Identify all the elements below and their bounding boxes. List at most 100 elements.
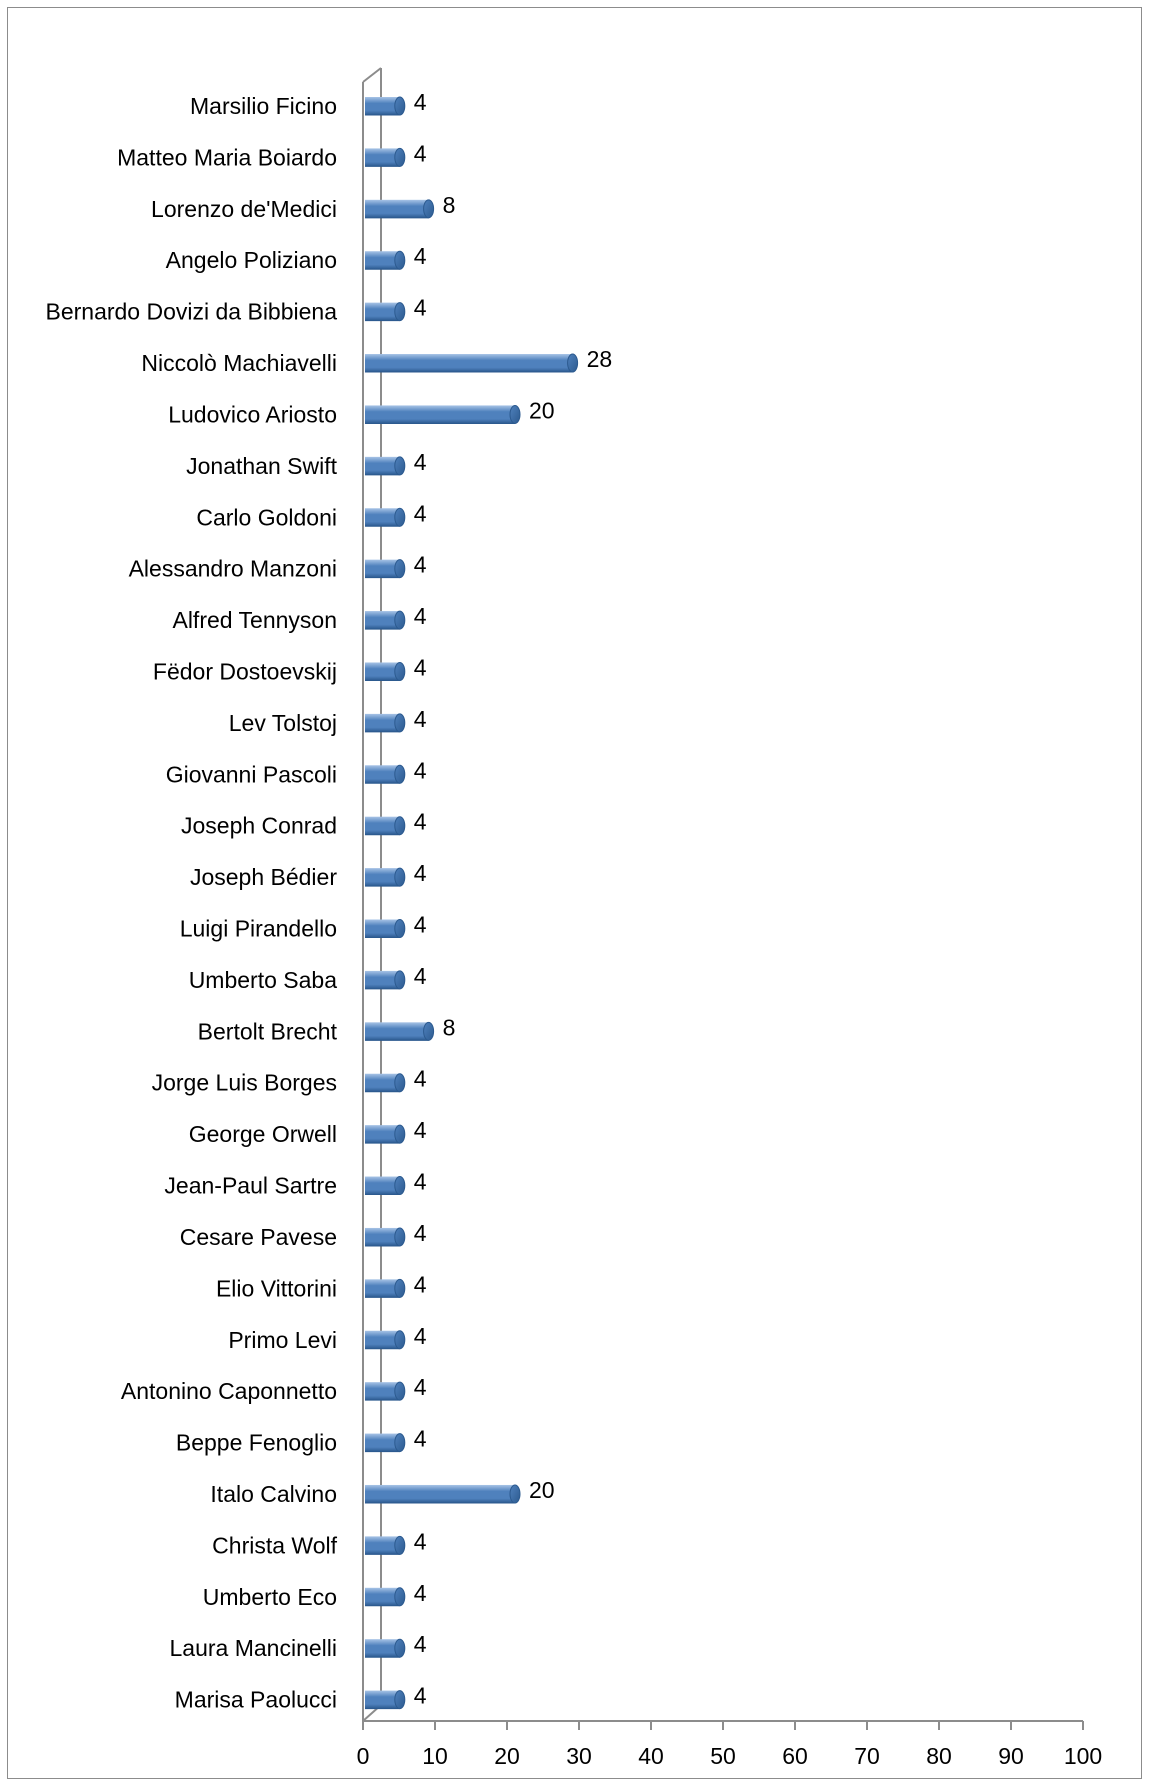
category-label: Luigi Pirandello — [180, 916, 337, 942]
category-label: Ludovico Ariosto — [168, 401, 337, 427]
x-tick-label: 20 — [494, 1743, 520, 1769]
data-label: 4 — [414, 1169, 427, 1195]
data-label: 4 — [414, 1323, 427, 1349]
category-label: Primo Levi — [228, 1327, 337, 1353]
bar: 8 — [365, 192, 455, 219]
bar-cap — [394, 764, 406, 784]
chart-frame — [7, 7, 1142, 1779]
category-label: Bertolt Brecht — [198, 1018, 338, 1044]
category-label: Umberto Eco — [203, 1584, 337, 1610]
bar: 4 — [365, 89, 427, 116]
bar-body — [365, 1382, 400, 1401]
bar-cap — [394, 1381, 406, 1401]
data-label: 4 — [414, 552, 427, 578]
x-tick-label: 80 — [926, 1743, 952, 1769]
bar: 4 — [365, 1117, 427, 1144]
data-label: 4 — [414, 243, 427, 269]
category-label: Lev Tolstoj — [229, 710, 337, 736]
category-label: Jean-Paul Sartre — [164, 1173, 337, 1199]
bar-cap — [394, 1330, 406, 1350]
x-tick-label: 90 — [998, 1743, 1024, 1769]
bar: 4 — [365, 140, 427, 167]
category-label: Marsilio Ficino — [190, 93, 337, 119]
bar-body — [365, 97, 400, 115]
data-label: 4 — [414, 1220, 427, 1246]
bar-body — [365, 1227, 400, 1246]
data-label: 8 — [443, 1014, 456, 1040]
bar: 4 — [365, 1374, 427, 1401]
x-tick-label: 50 — [710, 1743, 736, 1769]
bar-body — [365, 1279, 400, 1298]
bar: 4 — [365, 706, 427, 733]
category-label: Jonathan Swift — [186, 453, 337, 479]
bar-cap — [394, 302, 406, 322]
category-label: Niccolò Machiavelli — [141, 350, 337, 376]
bar: 4 — [365, 1528, 427, 1555]
bar-body — [365, 1587, 400, 1606]
bar-body — [365, 868, 400, 887]
data-label: 4 — [414, 706, 427, 732]
bar-cap — [394, 250, 406, 270]
bar-cap — [423, 1021, 435, 1041]
bar-body — [365, 148, 400, 167]
category-label: Christa Wolf — [212, 1532, 337, 1558]
data-label: 4 — [414, 809, 427, 835]
data-label: 4 — [414, 1631, 427, 1657]
category-label: Marisa Paolucci — [175, 1687, 337, 1713]
bar-body — [365, 816, 400, 835]
bar-cap — [394, 867, 406, 887]
bar: 8 — [365, 1014, 456, 1041]
data-label: 4 — [414, 1066, 427, 1092]
category-label: Jorge Luis Borges — [152, 1070, 337, 1096]
bar: 4 — [365, 757, 427, 784]
bar-cap — [394, 1433, 406, 1453]
bar-cap — [394, 1073, 406, 1093]
bar: 4 — [365, 654, 427, 681]
bar-body — [365, 713, 400, 732]
x-tick-label: 100 — [1064, 1743, 1102, 1769]
bar-body — [365, 1022, 429, 1041]
data-label: 4 — [414, 860, 427, 886]
bar-cap — [394, 456, 406, 476]
category-label: Joseph Bédier — [190, 864, 337, 890]
bar-cap — [394, 610, 406, 630]
bar-cap — [394, 559, 406, 579]
bar-body — [365, 456, 400, 475]
category-label: Giovanni Pascoli — [166, 761, 337, 787]
data-label: 4 — [414, 295, 427, 321]
data-label: 4 — [414, 1683, 427, 1709]
bar-cap — [394, 1690, 406, 1710]
bar-body — [365, 302, 400, 321]
category-label: Carlo Goldoni — [196, 504, 337, 530]
data-label: 4 — [414, 912, 427, 938]
data-label: 4 — [414, 654, 427, 680]
bar: 4 — [365, 500, 427, 527]
bar-body — [365, 559, 400, 578]
bar: 4 — [365, 1580, 427, 1607]
bar-body — [365, 1330, 400, 1349]
bar-cap — [394, 96, 406, 116]
bar: 4 — [365, 1169, 427, 1196]
bar: 4 — [365, 1631, 427, 1658]
category-label: Fëdor Dostoevskij — [153, 658, 337, 684]
x-tick-label: 10 — [422, 1743, 448, 1769]
wall-top-edge — [362, 67, 382, 83]
bar: 4 — [365, 912, 427, 938]
bar-cap — [394, 713, 406, 733]
bar-cap — [394, 970, 406, 990]
data-label: 20 — [529, 1477, 555, 1503]
data-label: 4 — [414, 1528, 427, 1554]
data-label: 4 — [414, 1374, 427, 1400]
bar-cap — [394, 147, 406, 167]
category-label: Bernardo Dovizi da Bibbiena — [45, 299, 337, 325]
bar: 4 — [365, 963, 427, 990]
data-label: 4 — [414, 757, 427, 783]
bar: 4 — [365, 1683, 427, 1710]
bar: 4 — [365, 1271, 427, 1298]
bar-cap — [394, 661, 406, 681]
data-label: 4 — [414, 1426, 427, 1452]
bar: 4 — [365, 1220, 427, 1247]
bar-body — [365, 765, 400, 784]
bar-cap — [509, 404, 521, 424]
